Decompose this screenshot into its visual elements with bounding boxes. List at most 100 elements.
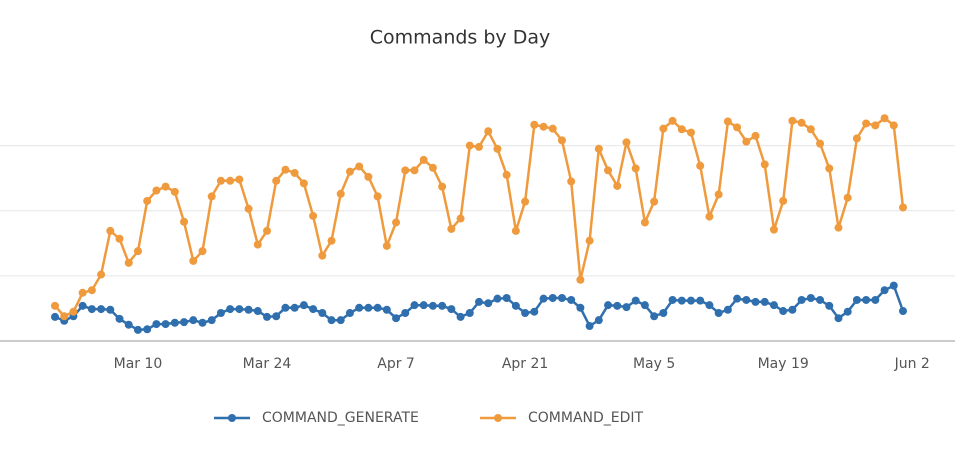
data-point [51, 301, 59, 310]
data-point [714, 190, 723, 199]
data-point [797, 295, 806, 304]
data-point [161, 320, 170, 329]
data-point [585, 236, 594, 245]
data-point [244, 204, 253, 213]
data-point [760, 297, 769, 306]
x-tick-label: Mar 10 [114, 356, 163, 372]
data-point [604, 166, 613, 175]
data-point [594, 144, 603, 153]
data-point [539, 122, 548, 131]
data-point [336, 316, 345, 325]
data-point [207, 316, 216, 325]
data-point [180, 318, 189, 327]
data-point [106, 305, 115, 314]
data-point [622, 303, 631, 312]
data-point [493, 294, 502, 303]
data-point [493, 144, 502, 153]
data-point [742, 137, 751, 146]
data-point [281, 303, 290, 312]
data-point [299, 179, 308, 188]
data-point [382, 305, 391, 314]
data-point [345, 167, 354, 176]
data-point [806, 125, 815, 134]
data-point [189, 316, 198, 325]
data-point [438, 182, 447, 191]
x-tick-label: Apr 7 [377, 356, 415, 372]
data-point [640, 218, 649, 227]
data-point [760, 160, 769, 169]
data-point [299, 301, 308, 310]
data-point [852, 295, 861, 304]
data-point [253, 240, 262, 249]
data-point [779, 196, 788, 205]
data-point [456, 214, 465, 223]
data-point [899, 203, 907, 212]
data-point [862, 119, 871, 128]
data-point [124, 320, 133, 329]
x-tick-label: Jun 2 [894, 356, 930, 372]
data-point [170, 318, 179, 327]
data-point [226, 176, 235, 185]
data-point [576, 303, 585, 312]
data-point [530, 120, 539, 129]
data-point [631, 164, 640, 173]
data-point [834, 314, 843, 323]
data-point [327, 316, 336, 325]
data-point [97, 270, 106, 279]
data-point [687, 128, 695, 137]
data-point [216, 176, 225, 185]
data-point [779, 307, 788, 316]
data-point [309, 305, 318, 314]
data-point [272, 176, 281, 185]
data-point [447, 305, 456, 314]
data-point [880, 286, 889, 295]
data-point [557, 136, 566, 145]
data-point [502, 170, 511, 179]
data-point [263, 226, 271, 235]
data-point [548, 294, 557, 303]
data-point [613, 301, 622, 310]
data-point [97, 305, 106, 314]
data-point [696, 296, 705, 305]
data-point [143, 196, 152, 205]
data-point [78, 288, 87, 297]
x-tick-label: Apr 21 [502, 356, 548, 372]
data-point [769, 301, 778, 310]
data-point [659, 124, 668, 133]
data-point [373, 192, 382, 201]
data-point [816, 295, 825, 304]
data-point [484, 127, 493, 136]
data-point [530, 307, 539, 316]
data-point [852, 134, 861, 143]
data-point [152, 320, 161, 329]
data-point [382, 241, 391, 250]
data-point [106, 226, 115, 235]
data-point [788, 116, 797, 125]
data-point [521, 308, 530, 317]
x-tick-label: May 5 [633, 356, 675, 372]
data-point [484, 299, 493, 308]
data-point [170, 187, 179, 196]
data-point [392, 218, 401, 227]
data-point [290, 303, 299, 312]
data-point [143, 325, 152, 334]
data-point [198, 247, 207, 256]
data-point [364, 172, 373, 181]
data-point [336, 189, 345, 198]
data-point [189, 256, 198, 265]
data-point [705, 212, 714, 221]
data-point [696, 161, 705, 170]
data-point [419, 155, 428, 164]
data-point [373, 303, 382, 312]
data-point [650, 312, 659, 321]
data-point [198, 318, 207, 327]
data-point [447, 224, 456, 233]
data-point [797, 118, 806, 127]
data-point [290, 168, 299, 177]
data-point [613, 181, 622, 190]
data-point [871, 295, 880, 304]
data-point [594, 316, 603, 325]
data-point [723, 117, 732, 126]
